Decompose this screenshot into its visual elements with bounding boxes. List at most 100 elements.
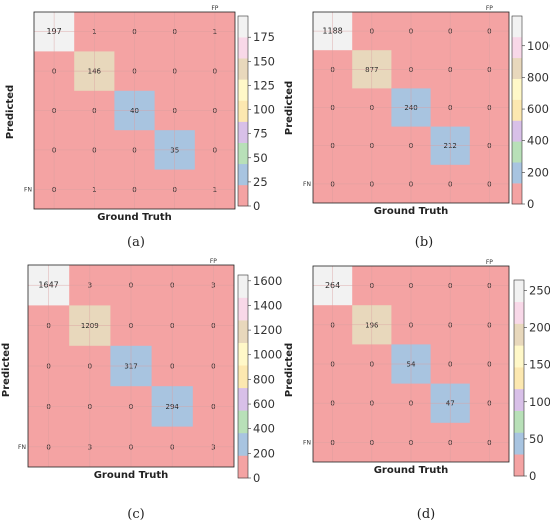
- cell-value-label: 146: [88, 68, 102, 76]
- panel-caption: (a): [127, 235, 145, 250]
- colorbar-band: [238, 365, 248, 389]
- colorbar-tick-label: 400: [253, 422, 275, 436]
- colorbar-band: [512, 162, 522, 184]
- matrix-frame: [33, 11, 236, 210]
- confusion-matrix-panel: 1971001014600000400000035001001FPFNGroun…: [5, 5, 275, 250]
- colorbar-tick-label: 75: [253, 127, 268, 141]
- colorbar-band: [512, 57, 522, 79]
- colorbar-tick-label: 800: [253, 372, 275, 386]
- colorbar-tick-label: 1600: [253, 274, 282, 288]
- colorbar-tick-label: 1200: [253, 323, 282, 337]
- y-axis-title: Predicted: [5, 85, 16, 139]
- colorbar-tick-label: 100: [529, 395, 550, 409]
- colorbar-tick-label: 150: [529, 358, 550, 372]
- colorbar-tick-label: 50: [529, 432, 544, 446]
- colorbar-frame: [513, 279, 525, 477]
- colorbar-tick-label: 1000: [527, 39, 550, 53]
- colorbar-band: [514, 345, 524, 368]
- colorbar-tick-label: 0: [253, 471, 260, 485]
- colorbar-frame: [237, 15, 249, 207]
- colorbar-band: [238, 100, 248, 122]
- colorbar-tick-label: 25: [253, 175, 268, 189]
- fn-tag: FN: [18, 444, 26, 451]
- y-axis-title: Predicted: [284, 343, 295, 397]
- colorbar-band: [238, 16, 248, 38]
- matrix-frame: [27, 264, 235, 468]
- colorbar-band: [238, 297, 248, 321]
- panel-caption: (c): [127, 507, 144, 522]
- colorbar-tick-label: 200: [253, 446, 275, 460]
- confusion-matrix-panel: 2640000019600000540000047000000FPFNGroun…: [284, 259, 550, 522]
- colorbar-band: [512, 99, 522, 121]
- colorbar-tick-label: 1000: [253, 348, 282, 362]
- fn-tag: FN: [303, 181, 311, 188]
- colorbar-band: [512, 16, 522, 38]
- colorbar-band: [514, 301, 524, 324]
- x-axis-title: Ground Truth: [97, 212, 172, 223]
- colorbar-band: [514, 280, 524, 303]
- confusion-matrix-panel: 16473003012090000031700000294003003FPFNG…: [1, 258, 282, 522]
- colorbar-band: [512, 120, 522, 142]
- x-axis-title: Ground Truth: [374, 465, 449, 476]
- cell-value-label: 196: [365, 321, 379, 329]
- colorbar-band: [512, 36, 522, 59]
- colorbar-band: [238, 184, 248, 207]
- colorbar-tick-label: 200: [529, 321, 550, 335]
- colorbar-tick-label: 0: [253, 199, 260, 213]
- y-axis-title: Predicted: [284, 81, 295, 135]
- colorbar-tick-label: 600: [527, 102, 549, 116]
- colorbar-tick-label: 125: [253, 78, 275, 92]
- colorbar-band: [238, 142, 248, 165]
- fp-tag: FP: [486, 5, 493, 12]
- colorbar-band: [238, 387, 248, 411]
- colorbar-band: [514, 410, 524, 433]
- fn-tag: FN: [24, 186, 32, 193]
- fp-tag: FP: [210, 258, 217, 265]
- colorbar-band: [238, 163, 248, 186]
- colorbar-frame: [511, 15, 523, 205]
- colorbar-tick-label: 1400: [253, 298, 282, 312]
- colorbar-tick-label: 250: [529, 283, 550, 297]
- colorbar-tick-label: 0: [529, 469, 536, 483]
- colorbar-band: [238, 320, 248, 343]
- x-axis-title: Ground Truth: [374, 206, 449, 217]
- cell-value-label: 294: [166, 403, 180, 411]
- colorbar-band: [238, 432, 248, 456]
- colorbar: 0 25 50 75 100 125 150 175: [237, 15, 275, 213]
- colorbar-band: [512, 78, 522, 100]
- colorbar-band: [512, 183, 522, 205]
- colorbar-band: [238, 37, 248, 59]
- colorbar-tick-label: 600: [253, 397, 275, 411]
- colorbar-tick-label: 0: [527, 197, 534, 211]
- fn-tag: FN: [303, 439, 311, 446]
- colorbar-band: [514, 388, 524, 411]
- colorbar-band: [238, 121, 248, 143]
- colorbar-band: [238, 79, 248, 101]
- panel-caption: (b): [415, 235, 433, 250]
- colorbar: 0 200 400 600 800 1000: [511, 15, 550, 211]
- colorbar-band: [238, 455, 248, 479]
- colorbar-band: [512, 141, 522, 163]
- colorbar: 0 50 100 150 200 250: [513, 279, 550, 483]
- colorbar-tick-label: 175: [253, 30, 275, 44]
- panel-caption: (d): [417, 507, 435, 522]
- colorbar-band: [514, 454, 524, 477]
- colorbar-tick-label: 100: [253, 103, 275, 117]
- y-axis-title: Predicted: [1, 343, 12, 397]
- colorbar-tick-label: 150: [253, 54, 275, 68]
- colorbar-band: [238, 410, 248, 434]
- colorbar-tick-label: 800: [527, 70, 549, 84]
- colorbar-band: [238, 58, 248, 80]
- colorbar-tick-label: 50: [253, 151, 268, 165]
- colorbar-band: [514, 432, 524, 455]
- matrix-frame: [312, 11, 510, 204]
- colorbar-band: [238, 342, 248, 366]
- cell-value-label: 54: [407, 361, 416, 369]
- fp-tag: FP: [211, 5, 218, 12]
- colorbar-tick-label: 400: [527, 134, 549, 148]
- colorbar: 0 200 400 600 800 1000 1200 1400 1600: [237, 274, 282, 485]
- matrix-frame: [312, 265, 510, 463]
- colorbar-band: [514, 367, 524, 390]
- colorbar-band: [238, 275, 248, 298]
